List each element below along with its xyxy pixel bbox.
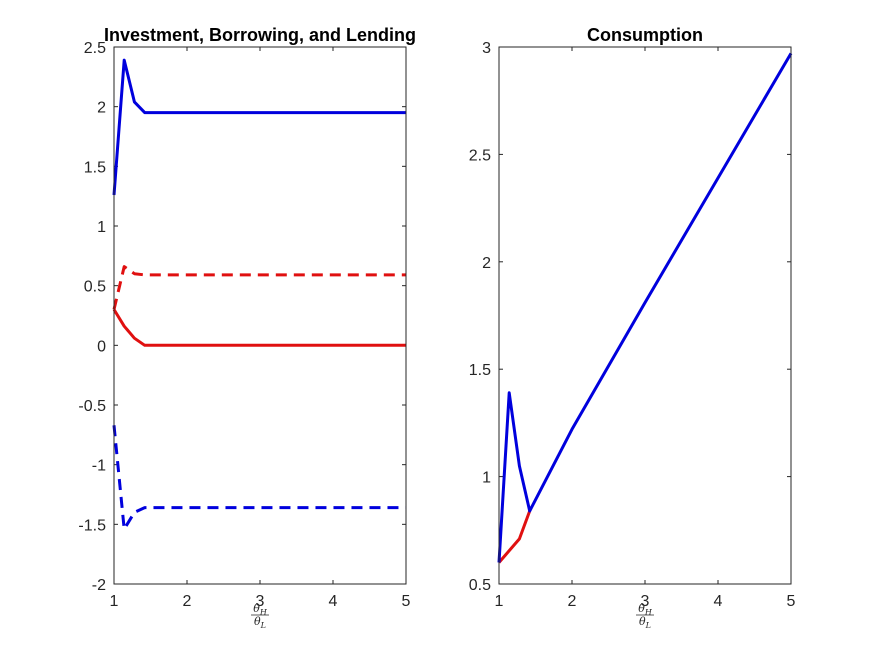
chart-investment-borrowing-lending: Investment, Borrowing, and Lending 1 2 3 4 5… [78, 25, 416, 630]
series-layer [497, 52, 793, 564]
y-tick-label: 1 [97, 219, 106, 236]
y-tick-label: 2 [482, 255, 491, 272]
x-tick-label: 2 [183, 593, 192, 610]
y-tick-label: 1.5 [469, 362, 491, 379]
series-layer [112, 58, 406, 531]
x-label-numerator: θH [253, 602, 268, 617]
x-tick-label: 4 [714, 593, 723, 610]
x-tick-label: 4 [329, 593, 338, 610]
y-tick-label: 2 [97, 100, 106, 117]
x-tick-label: 5 [787, 593, 796, 610]
series-line-1 [497, 52, 793, 563]
x-tick-label: 3 [641, 593, 650, 610]
y-tick-label: -1.5 [78, 517, 106, 534]
chart-title: Investment, Borrowing, and Lending [104, 25, 416, 45]
series-line-2 [112, 308, 406, 347]
x-tick-label: 3 [256, 593, 265, 610]
x-label-denominator: θL [254, 615, 266, 630]
x-label-numerator: θH [638, 602, 653, 617]
x-axis-label: θH θL [251, 602, 269, 630]
series-line-0 [497, 510, 532, 564]
y-tick-label: 2.5 [84, 40, 106, 57]
x-axis-label: θH θL [636, 602, 654, 630]
y-tick-label: -2 [92, 577, 106, 594]
y-tick-label: 3 [482, 40, 491, 57]
x-tick-label: 1 [110, 593, 119, 610]
ticks-layer: 1 2 3 4 5 -2 -1.5 -1 -0.5 0 0.5 1 1.5 2 2.5 [78, 40, 410, 610]
y-tick-label: 0.5 [469, 577, 491, 594]
x-label-denominator: θL [639, 615, 651, 630]
x-tick-label: 2 [568, 593, 577, 610]
y-tick-label: 1 [482, 470, 491, 487]
series-line-3 [112, 425, 406, 531]
y-tick-label: 0 [97, 338, 106, 355]
y-tick-label: 0.5 [84, 279, 106, 296]
chart-consumption: Consumption 1 2 3 4 50.511.522.53 θH θL [469, 25, 796, 630]
y-tick-label: 2.5 [469, 147, 491, 164]
series-line-0 [112, 58, 406, 196]
chart-title: Consumption [587, 25, 703, 45]
axes-frame [498, 46, 792, 585]
y-tick-label: -1 [92, 458, 106, 475]
x-tick-label: 5 [402, 593, 411, 610]
y-tick-label: 1.5 [84, 159, 106, 176]
x-tick-label: 1 [495, 593, 504, 610]
axes-frame [113, 46, 407, 585]
y-tick-label: -0.5 [78, 398, 106, 415]
series-line-1 [112, 265, 406, 310]
